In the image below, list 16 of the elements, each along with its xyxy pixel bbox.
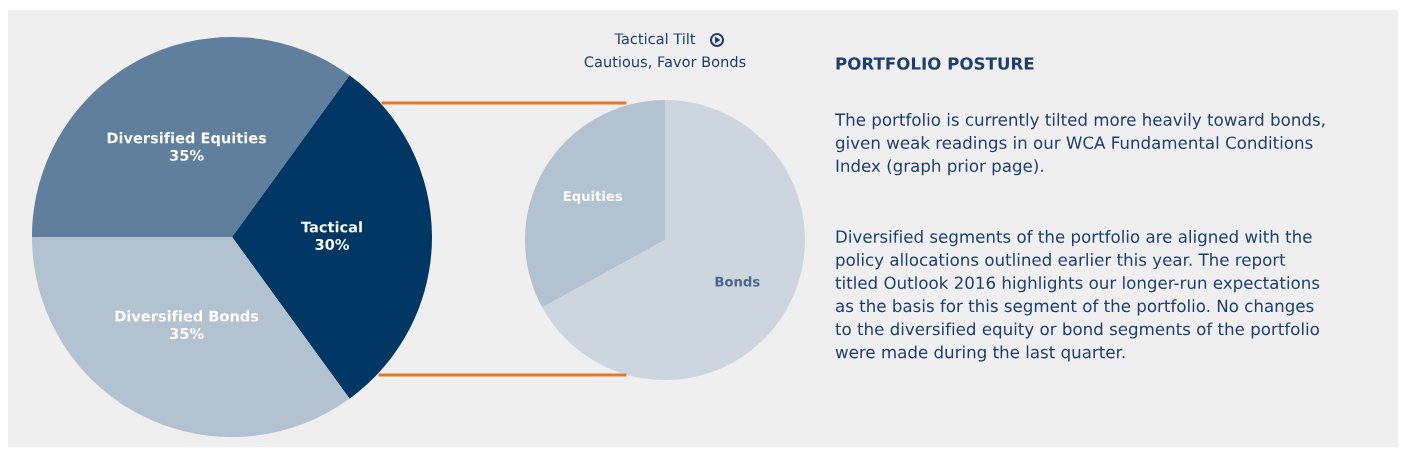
pie-slice bbox=[542, 100, 805, 380]
data-label: 35% bbox=[170, 328, 204, 340]
slice-label: Equities bbox=[563, 190, 623, 204]
slice-label: Diversified Bonds bbox=[115, 310, 259, 322]
pie-slice bbox=[32, 237, 350, 437]
data-label: 35% bbox=[170, 149, 204, 161]
chart-title: Tactical Tilt bbox=[614, 32, 696, 45]
text: Diversified segments of the portfolio are aligned with the policy allocations outlined earlier this year. The report titled Outlook 2016 highlights our longer-run expectations as the basis for this segment of the portfolio. No changes to the diversified equity or bond segments of the portfolio were made during the last quarter. bbox=[835, 230, 1320, 362]
data-label: 30% bbox=[315, 238, 349, 250]
pie-slice bbox=[525, 100, 665, 308]
chart-subtitle: Cautious, Favor Bonds bbox=[584, 55, 746, 69]
text: PORTFOLIO POSTURE bbox=[836, 57, 1034, 70]
text: The portfolio is currently tilted more heavily toward bonds, given weak readings in our WCA Fundamental Conditions Index (graph prior page). bbox=[834, 113, 1325, 176]
slice-label: Tactical bbox=[301, 221, 362, 233]
slice-label: Bonds bbox=[715, 276, 760, 287]
slice-label: Diversified Equities bbox=[107, 132, 267, 147]
